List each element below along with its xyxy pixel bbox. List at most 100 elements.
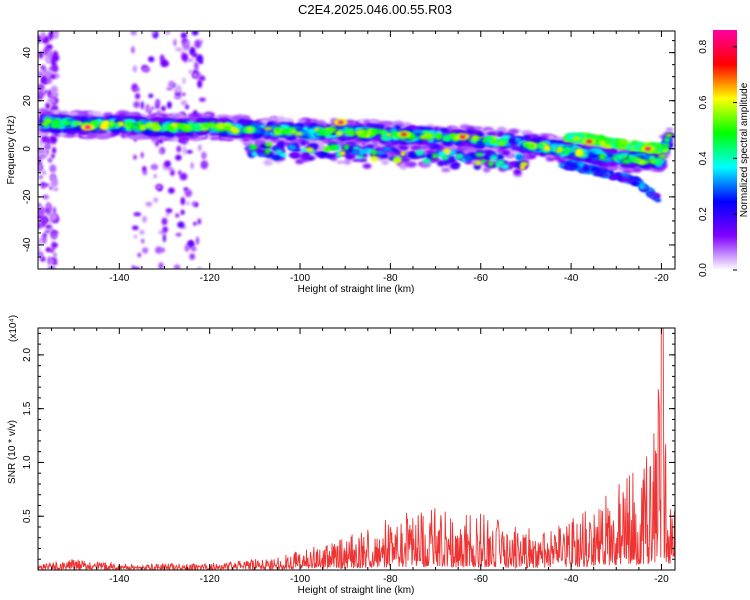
ridge-cell xyxy=(650,158,655,164)
noise-speck xyxy=(196,237,199,245)
ridge-cell xyxy=(78,122,83,126)
ridge-cell xyxy=(599,169,607,173)
ridge-cell xyxy=(546,157,555,161)
ridge-cell xyxy=(599,154,605,160)
ridge-cell xyxy=(383,147,391,151)
ridge-cell xyxy=(400,151,405,156)
ridge-cell xyxy=(382,133,387,139)
ridge-cell xyxy=(208,122,216,128)
noise-speck xyxy=(151,106,154,110)
noise-speck xyxy=(49,164,56,173)
ridge-cell xyxy=(306,147,314,152)
noise-speck xyxy=(36,203,42,207)
ridge-cell xyxy=(349,130,355,136)
noise-speck xyxy=(188,70,192,74)
ridge-cell xyxy=(657,148,663,152)
peak-core xyxy=(586,140,592,144)
noise-speck xyxy=(48,158,53,163)
spectrogram-y-axis-label: Frequency (Hz) xyxy=(6,116,17,185)
noise-speck xyxy=(160,59,167,67)
ridge-cell xyxy=(161,126,168,131)
ridge-cell xyxy=(529,144,535,148)
ridge-cell xyxy=(130,134,142,139)
noise-speck xyxy=(178,170,181,175)
noise-speck xyxy=(49,98,55,104)
noise-speck xyxy=(197,80,202,88)
ridge-cell xyxy=(297,119,306,123)
ridge-cell xyxy=(603,173,609,176)
ridge-cell xyxy=(376,151,385,155)
noise-speck xyxy=(194,62,199,71)
y-tick-label: 20 xyxy=(22,95,33,107)
ridge-cell xyxy=(264,135,271,139)
noise-speck xyxy=(40,154,47,159)
ridge-cell xyxy=(53,111,61,114)
noise-speck xyxy=(180,197,185,205)
ridge-cell xyxy=(437,160,445,166)
ridge-cell xyxy=(665,133,672,137)
ridge-cell xyxy=(426,136,432,140)
ridge-cell xyxy=(53,120,59,124)
noise-speck xyxy=(174,85,181,93)
noise-speck xyxy=(145,202,152,207)
x-tick-label: -60 xyxy=(474,273,489,284)
ridge-cell xyxy=(264,127,273,130)
y-tick-label: 0 xyxy=(22,146,33,152)
ridge-cell xyxy=(371,150,377,156)
noise-speck xyxy=(187,58,194,61)
ridge-cell xyxy=(588,152,594,156)
x-tick-label: -140 xyxy=(109,574,129,585)
noise-speck xyxy=(199,98,206,102)
ridge-cell xyxy=(393,158,401,163)
noise-speck xyxy=(53,252,57,257)
noise-speck xyxy=(155,99,160,108)
snr-y-multiplier: (x10⁴) xyxy=(8,315,19,342)
ridge-cell xyxy=(121,127,127,131)
ridge-cell xyxy=(363,163,372,169)
peak-core xyxy=(460,135,466,139)
ridge-cell xyxy=(477,133,485,136)
noise-speck xyxy=(174,264,181,270)
ridge-cell xyxy=(480,159,486,163)
ridge-cell xyxy=(475,160,481,165)
ridge-cell xyxy=(382,159,389,165)
noise-speck xyxy=(141,152,144,158)
noise-speck xyxy=(160,248,165,253)
ridge-cell xyxy=(288,146,296,150)
noise-speck xyxy=(182,93,186,96)
ridge-cell xyxy=(250,144,258,150)
ridge-cell xyxy=(537,143,545,149)
noise-speck xyxy=(199,76,205,81)
ridge-cell xyxy=(490,156,498,160)
noise-speck xyxy=(46,79,52,83)
colorbar-tick-label: 0.0 xyxy=(698,263,709,277)
ridge-cell xyxy=(77,112,87,116)
ridge-cell xyxy=(300,141,306,146)
noise-speck xyxy=(39,207,45,214)
noise-speck xyxy=(197,219,201,225)
noise-speck xyxy=(185,189,193,197)
ridge-cell xyxy=(432,143,439,149)
ridge-cell xyxy=(265,142,273,146)
noise-speck xyxy=(52,33,58,39)
noise-speck xyxy=(49,32,53,41)
ridge-cell xyxy=(61,120,68,125)
x-tick-label: -40 xyxy=(564,273,579,284)
noise-speck xyxy=(173,39,176,46)
ridge-cell xyxy=(112,123,118,126)
noise-speck xyxy=(167,101,172,108)
ridge-cell xyxy=(344,144,350,150)
noise-speck xyxy=(192,53,198,57)
x-tick-label: -120 xyxy=(200,273,220,284)
ridge-cell xyxy=(443,149,451,154)
ridge-cell xyxy=(139,125,146,130)
noise-speck xyxy=(177,222,184,228)
x-tick-label: -80 xyxy=(383,574,398,585)
noise-speck xyxy=(49,227,53,231)
noise-speck xyxy=(47,203,51,210)
ridge-cell xyxy=(382,121,392,126)
y-tick-label: 2.0 xyxy=(22,348,33,362)
noise-speck xyxy=(53,243,58,247)
ridge-cell xyxy=(522,135,530,139)
ridge-cell xyxy=(351,150,360,154)
